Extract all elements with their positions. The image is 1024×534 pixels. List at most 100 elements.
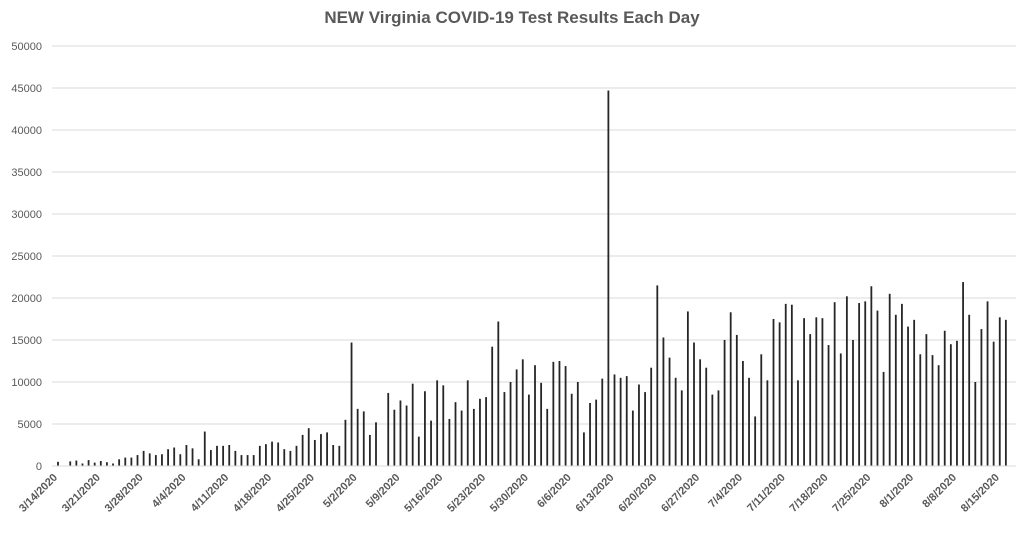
y-tick-label: 0 xyxy=(36,461,42,473)
bar xyxy=(362,411,365,466)
x-tick-label: 4/11/2020 xyxy=(189,472,232,515)
x-tick-label: 4/25/2020 xyxy=(274,472,317,515)
bar xyxy=(613,374,616,466)
bar xyxy=(106,462,108,466)
bar xyxy=(448,418,451,466)
bar xyxy=(399,400,402,466)
bar xyxy=(723,340,726,466)
bar xyxy=(246,455,249,466)
bar xyxy=(375,422,377,466)
bar xyxy=(583,432,585,466)
bar xyxy=(839,353,842,466)
bar xyxy=(790,304,793,466)
bar xyxy=(729,312,732,466)
bar xyxy=(772,319,775,466)
bar xyxy=(601,378,604,466)
bar xyxy=(968,314,971,466)
bar xyxy=(283,449,286,466)
bar xyxy=(289,450,292,466)
bar xyxy=(350,342,353,466)
bar xyxy=(167,449,169,466)
bar xyxy=(760,354,763,466)
bar xyxy=(607,90,610,467)
x-tick-label: 7/4/2020 xyxy=(706,472,745,511)
bar xyxy=(277,442,280,466)
x-tick-label: 6/20/2020 xyxy=(616,472,659,515)
bar xyxy=(815,317,818,466)
x-axis-tick-labels: 3/14/2020 3/21/2020 3/28/2020 4/4/2020 4/11/… xyxy=(17,472,1002,515)
bar xyxy=(546,408,549,466)
bar xyxy=(209,450,212,466)
bar xyxy=(234,450,237,466)
bar xyxy=(136,455,139,466)
bar xyxy=(69,461,72,466)
bar xyxy=(680,390,683,466)
bar xyxy=(112,463,114,466)
x-tick-label: 7/11/2020 xyxy=(745,472,788,515)
bar xyxy=(368,434,371,466)
bar xyxy=(784,303,787,466)
bar xyxy=(864,301,867,466)
bar xyxy=(894,314,897,466)
bar xyxy=(497,321,500,466)
bar xyxy=(307,428,310,466)
y-tick-label: 40000 xyxy=(11,125,42,137)
bar xyxy=(943,330,946,466)
bar xyxy=(742,361,744,466)
x-tick-label: 5/30/2020 xyxy=(488,472,531,515)
x-tick-label: 3/21/2020 xyxy=(60,472,103,515)
bar xyxy=(998,317,1001,466)
bar xyxy=(821,318,824,466)
gridlines xyxy=(52,45,1016,425)
bar xyxy=(766,380,769,466)
bar xyxy=(93,462,96,466)
bar xyxy=(809,334,812,466)
bar xyxy=(638,384,640,466)
bar xyxy=(797,380,799,466)
x-tick-label: 3/14/2020 xyxy=(17,472,60,515)
bar xyxy=(668,357,671,466)
y-tick-label: 25000 xyxy=(11,251,42,263)
bar xyxy=(949,344,952,466)
bar xyxy=(870,286,873,466)
bar xyxy=(589,403,591,466)
bar xyxy=(937,365,940,466)
bar xyxy=(417,436,420,466)
bar xyxy=(515,369,518,466)
bar xyxy=(1004,319,1007,466)
bar xyxy=(913,319,916,466)
x-tick-label: 8/8/2020 xyxy=(920,472,959,511)
bar xyxy=(699,359,702,466)
bar xyxy=(472,408,475,466)
bar xyxy=(558,361,561,466)
bar xyxy=(625,376,628,466)
bar xyxy=(833,302,836,466)
y-axis-tick-labels: 0 5000 10000 15000 20000 25000 30000 35000 40000… xyxy=(11,41,42,473)
bar xyxy=(919,354,922,466)
bar xyxy=(907,326,909,466)
bar xyxy=(173,447,176,466)
bar xyxy=(778,322,781,466)
bar xyxy=(75,460,78,466)
bar xyxy=(521,359,524,466)
bar xyxy=(332,445,335,466)
bar xyxy=(222,445,225,466)
bar xyxy=(87,460,90,466)
x-tick-label: 5/9/2020 xyxy=(364,472,403,511)
bar xyxy=(662,337,665,466)
bar xyxy=(980,329,983,466)
bar xyxy=(540,382,543,466)
bar xyxy=(148,453,151,466)
bar xyxy=(436,380,439,466)
bar xyxy=(717,390,720,466)
bar xyxy=(986,301,989,466)
bar xyxy=(876,310,879,466)
bar xyxy=(344,419,347,466)
bar xyxy=(956,340,958,466)
bar xyxy=(619,377,622,466)
bar xyxy=(130,457,133,466)
bar xyxy=(424,391,426,466)
bar xyxy=(258,445,261,466)
